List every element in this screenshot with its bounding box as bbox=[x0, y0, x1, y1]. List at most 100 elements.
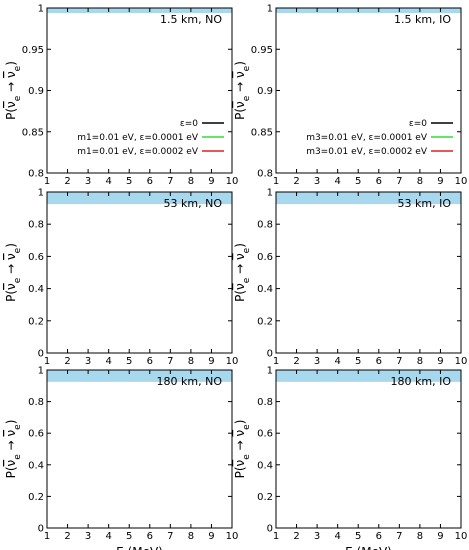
x-tick-label: 10 bbox=[226, 356, 239, 367]
x-tick-label: 2 bbox=[64, 176, 70, 187]
y-tick-label: 1 bbox=[267, 366, 273, 377]
x-tick-label: 8 bbox=[188, 176, 194, 187]
y-label-nu: ν bbox=[4, 283, 18, 290]
y-label-arrow: → bbox=[233, 78, 247, 96]
x-tick-label: 3 bbox=[314, 531, 320, 542]
y-tick-label: 0.6 bbox=[257, 252, 273, 263]
plot-frame bbox=[275, 191, 462, 354]
x-tick-label: 1 bbox=[273, 176, 279, 187]
y-label-sub: e bbox=[242, 454, 252, 460]
y-label-prefix: P( bbox=[4, 290, 18, 302]
x-tick-label: 6 bbox=[147, 356, 153, 367]
x-tick-label: 10 bbox=[226, 176, 239, 187]
uncertainty-band bbox=[276, 192, 461, 205]
x-tick-label: 9 bbox=[208, 176, 214, 187]
y-label-nu: ν bbox=[233, 283, 247, 290]
panel-title: 53 km, IO bbox=[398, 197, 452, 210]
y-tick-label: 0.8 bbox=[28, 397, 44, 408]
plot-frame bbox=[275, 369, 462, 529]
y-label-prefix: P( bbox=[4, 466, 18, 478]
x-tick-label: 7 bbox=[167, 176, 173, 187]
panel-5: 1 2 3 4 5 6 7 8 9 10 0 0.2 0.4 0.6 0.8 1 180 km, IO P(νe … bbox=[233, 366, 467, 550]
x-tick-label: 2 bbox=[293, 531, 299, 542]
y-tick-label: 0.2 bbox=[28, 316, 44, 327]
y-label-nu: ν bbox=[4, 101, 18, 108]
y-axis-label: P(νe → νe) bbox=[4, 243, 23, 302]
x-tick-label: 6 bbox=[376, 356, 382, 367]
y-label-prefix: P( bbox=[4, 108, 18, 120]
panel-title: 1.5 km, NO bbox=[160, 13, 222, 26]
y-label-sub: e bbox=[13, 277, 23, 283]
y-label-suffix: ) bbox=[4, 243, 18, 248]
x-tick-label: 7 bbox=[167, 356, 173, 367]
uncertainty-band bbox=[47, 370, 232, 382]
y-axis-label: P(νe → νe) bbox=[233, 243, 252, 302]
plot-frame bbox=[46, 369, 233, 529]
x-tick-label: 7 bbox=[167, 531, 173, 542]
y-axis-label: P(νe → νe) bbox=[4, 61, 23, 120]
x-tick-label: 3 bbox=[314, 176, 320, 187]
legend-label: ε=0 bbox=[409, 119, 427, 129]
uncertainty-band bbox=[276, 8, 461, 13]
y-tick-label: 0.2 bbox=[257, 492, 273, 503]
x-tick-label: 9 bbox=[208, 356, 214, 367]
uncertainty-band bbox=[47, 8, 232, 13]
y-tick-label: 0.6 bbox=[28, 252, 44, 263]
legend-label: m1=0.01 eV, ε=0.0002 eV bbox=[77, 147, 199, 157]
y-label-nu: ν bbox=[233, 101, 247, 108]
x-tick-label: 4 bbox=[105, 176, 111, 187]
x-tick-label: 9 bbox=[208, 531, 214, 542]
y-tick-label: 0.4 bbox=[28, 284, 44, 295]
x-tick-label: 10 bbox=[226, 531, 239, 542]
y-label-sub: e bbox=[13, 65, 23, 71]
y-tick-label: 1 bbox=[38, 188, 44, 199]
y-tick-label: 0.9 bbox=[257, 86, 273, 97]
y-label-suffix: ) bbox=[233, 420, 247, 425]
y-tick-label: 0.85 bbox=[251, 127, 273, 138]
y-tick-label: 0.95 bbox=[251, 45, 273, 56]
x-tick-label: 2 bbox=[293, 176, 299, 187]
x-tick-label: 9 bbox=[437, 176, 443, 187]
x-tick-label: 4 bbox=[105, 531, 111, 542]
panel-title: 180 km, IO bbox=[391, 375, 452, 388]
y-label-suffix: ) bbox=[4, 420, 18, 425]
x-tick-label: 2 bbox=[64, 531, 70, 542]
x-axis-label: E (MeV) bbox=[116, 545, 163, 550]
y-tick-label: 1 bbox=[267, 4, 273, 15]
y-tick-label: 0.6 bbox=[257, 429, 273, 440]
y-label-sub: e bbox=[242, 277, 252, 283]
y-label-sub: e bbox=[13, 247, 23, 253]
y-label-sub: e bbox=[242, 247, 252, 253]
x-tick-label: 3 bbox=[85, 531, 91, 542]
x-tick-label: 7 bbox=[396, 356, 402, 367]
legend-label: m3=0.01 eV, ε=0.0001 eV bbox=[306, 133, 428, 143]
x-tick-label: 6 bbox=[376, 531, 382, 542]
x-tick-label: 10 bbox=[455, 531, 468, 542]
y-label-sub: e bbox=[13, 424, 23, 430]
x-tick-label: 3 bbox=[314, 356, 320, 367]
x-tick-label: 4 bbox=[334, 531, 340, 542]
y-tick-label: 0.8 bbox=[257, 397, 273, 408]
y-tick-label: 0.85 bbox=[22, 127, 44, 138]
y-label-prefix: P( bbox=[233, 466, 247, 478]
y-label-suffix: ) bbox=[233, 243, 247, 248]
y-label-nu: ν bbox=[233, 71, 247, 78]
y-label-prefix: P( bbox=[233, 108, 247, 120]
y-tick-label: 0.6 bbox=[28, 429, 44, 440]
y-label-arrow: → bbox=[4, 437, 18, 455]
x-tick-label: 4 bbox=[105, 356, 111, 367]
x-tick-label: 8 bbox=[417, 356, 423, 367]
x-tick-label: 4 bbox=[334, 176, 340, 187]
x-tick-label: 6 bbox=[147, 531, 153, 542]
x-tick-label: 7 bbox=[396, 531, 402, 542]
y-label-suffix: ) bbox=[4, 61, 18, 66]
y-tick-label: 0 bbox=[267, 524, 273, 535]
y-tick-label: 0.95 bbox=[22, 45, 44, 56]
y-label-sub: e bbox=[13, 454, 23, 460]
y-tick-label: 0.8 bbox=[28, 169, 44, 180]
